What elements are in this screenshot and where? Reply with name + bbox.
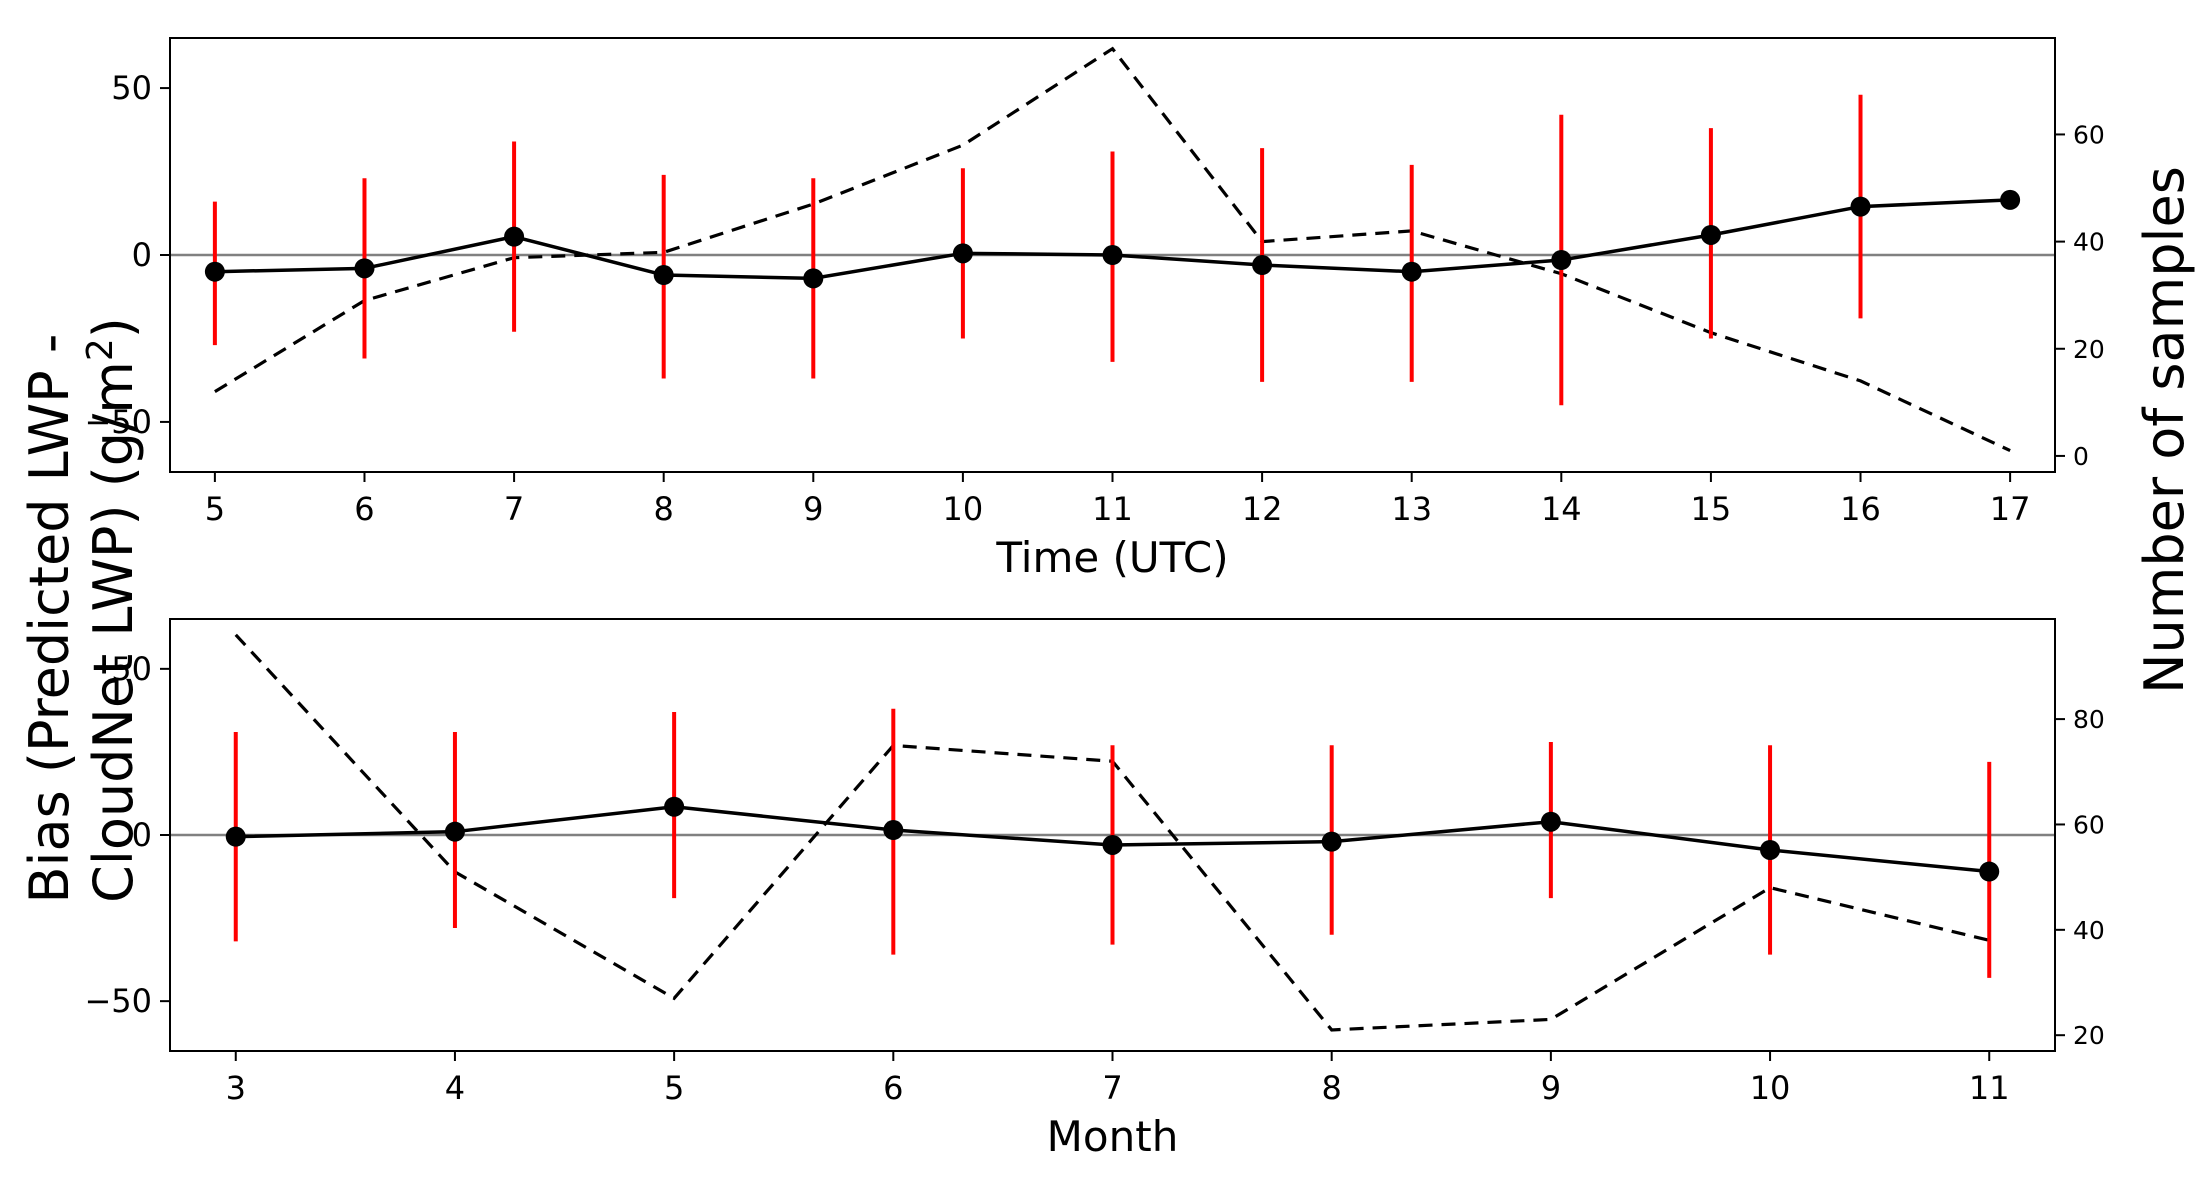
- bias-point: [1321, 831, 1342, 852]
- y-tick-label: 50: [111, 650, 152, 688]
- bias-point: [1102, 834, 1123, 855]
- x-tick-label: 9: [1541, 1069, 1561, 1107]
- month-panel: 3 4 5 6 7 8 9 10 11 −50 0 50 20 40 60 80 Month: [84, 618, 2105, 1161]
- y2-tick-label: 80: [2073, 705, 2105, 734]
- plot-frame: [169, 37, 2056, 473]
- bias-point: [204, 261, 225, 282]
- bias-point: [354, 258, 375, 279]
- bias-point: [504, 226, 525, 247]
- bias-point: [2000, 189, 2021, 210]
- bias-point: [664, 796, 685, 817]
- bias-point: [225, 826, 246, 847]
- left-axis-title-line1: Bias (Predicted LWP -: [18, 334, 81, 904]
- x-tick-label: 8: [654, 490, 674, 528]
- x-tick-label: 9: [803, 490, 823, 528]
- bias-point: [1551, 250, 1572, 271]
- y-tick-label: 0: [132, 236, 152, 274]
- y2-tick-label: 0: [2073, 442, 2089, 471]
- y-tick-label: 50: [111, 69, 152, 107]
- x-tick-label: 7: [1102, 1069, 1122, 1107]
- x-tick-label: 4: [445, 1069, 465, 1107]
- x-tick-label: 16: [1840, 490, 1881, 528]
- left-axis-title: Bias (Predicted LWP - CloudNet LWP) (g/m…: [18, 316, 145, 903]
- bias-point: [1102, 245, 1123, 265]
- x-tick-label: 6: [354, 490, 374, 528]
- y2-tick-label: 60: [2073, 120, 2105, 149]
- bias-point: [1850, 196, 1871, 217]
- x-tick-label: 15: [1691, 490, 1732, 528]
- bias-point: [444, 821, 465, 842]
- bias-point: [883, 820, 904, 841]
- plot-frame: [169, 618, 2056, 1052]
- y2-tick-label: 40: [2073, 228, 2105, 257]
- bias-point: [1979, 861, 2000, 882]
- bias-point: [952, 243, 973, 264]
- x-tick-label: 5: [205, 490, 225, 528]
- bias-point: [653, 265, 674, 286]
- x-tick-label: 13: [1391, 490, 1432, 528]
- x-tick-label: 8: [1322, 1069, 1342, 1107]
- x-tick-label: 10: [943, 490, 984, 528]
- x-axis-title: Month: [1047, 1112, 1179, 1161]
- y-tick-label: 0: [132, 816, 152, 854]
- bias-point: [1540, 811, 1561, 832]
- y-tick-label: −50: [84, 403, 152, 441]
- y2-tick-label: 40: [2073, 916, 2105, 945]
- y2-tick-label: 20: [2073, 335, 2105, 364]
- x-tick-label: 3: [226, 1069, 246, 1107]
- left-axis-title-line2-end: ): [82, 317, 145, 338]
- bias-point: [1252, 255, 1273, 276]
- bias-point: [1401, 261, 1422, 282]
- x-tick-label: 17: [1990, 490, 2031, 528]
- x-tick-label: 14: [1541, 490, 1582, 528]
- time-panel: 5 6 7 8 9 10 11 12 13 14 15 16 17 −50 0 50 0 20 40 60 Time (…: [84, 37, 2105, 582]
- bias-point: [1760, 839, 1781, 860]
- x-tick-label: 7: [504, 490, 524, 528]
- left-axis-title-superscript: 2: [80, 338, 121, 361]
- x-tick-label: 6: [883, 1069, 903, 1107]
- x-tick-label: 11: [1969, 1069, 2010, 1107]
- bias-point: [1700, 224, 1721, 245]
- x-tick-label: 11: [1092, 490, 1133, 528]
- x-axis-title: Time (UTC): [995, 533, 1228, 582]
- x-tick-label: 5: [664, 1069, 684, 1107]
- y2-tick-label: 60: [2073, 810, 2105, 839]
- right-axis-title: Number of samples: [2133, 166, 2196, 694]
- y-tick-label: −50: [84, 982, 152, 1020]
- y2-tick-label: 20: [2073, 1021, 2105, 1050]
- x-tick-label: 10: [1750, 1069, 1791, 1107]
- bias-point: [803, 268, 824, 289]
- x-tick-label: 12: [1242, 490, 1283, 528]
- left-axis-title-line2: CloudNet LWP) (g/m: [82, 361, 145, 903]
